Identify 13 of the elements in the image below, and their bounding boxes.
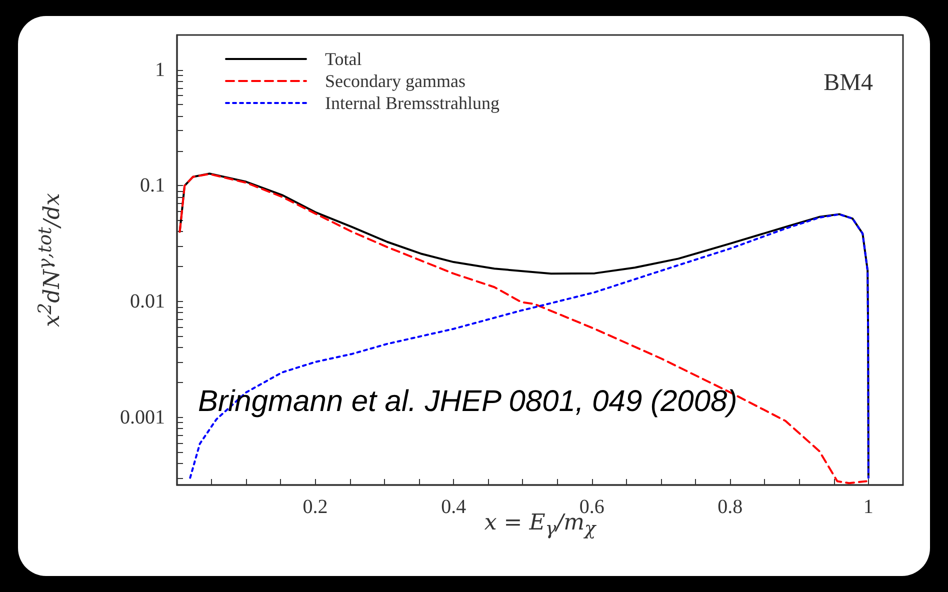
y-tick-label: 1 bbox=[155, 58, 165, 81]
x-tick-label: 0.4 bbox=[441, 496, 466, 518]
x-tick-label: 0.2 bbox=[302, 496, 328, 518]
legend-label: Secondary gammas bbox=[325, 71, 466, 91]
y-tick-label: 0.1 bbox=[140, 174, 165, 197]
x-tick-label: 1 bbox=[863, 496, 874, 518]
legend-label: Internal Bremsstrahlung bbox=[325, 93, 500, 113]
y-tick-label: 0.001 bbox=[120, 406, 165, 428]
legend-label: Total bbox=[325, 49, 362, 69]
y-tick-label: 0.01 bbox=[130, 290, 165, 312]
x-tick-label: 0.8 bbox=[718, 496, 743, 518]
annotation: BM4 bbox=[824, 70, 873, 97]
annotation: Bringmann et al. JHEP 0801, 049 (2008) bbox=[198, 385, 738, 419]
